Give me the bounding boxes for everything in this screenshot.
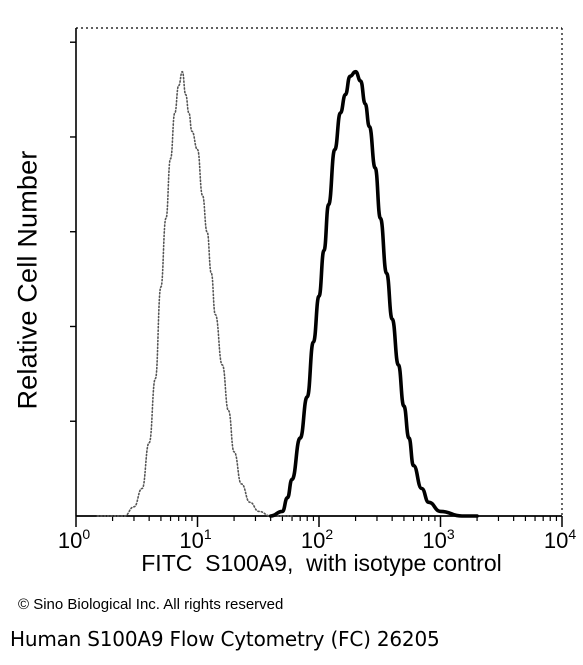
x-tick-label: 104 — [544, 526, 576, 553]
x-tick-label: 103 — [422, 526, 454, 553]
copyright-notice: © Sino Biological Inc. All rights reserv… — [18, 596, 284, 613]
x-axis-label: FITC S100A9, with isotype control — [141, 550, 502, 576]
x-tick-label: 102 — [301, 526, 333, 553]
x-tick-label: 101 — [179, 526, 211, 553]
isotype-control-histogram-line — [96, 70, 293, 517]
figure-caption: Human S100A9 Flow Cytometry (FC) 26205 — [10, 627, 440, 651]
flow-cytometry-histogram: 100 101 102 103 104 — [58, 27, 576, 553]
y-axis-label: Relative Cell Number — [12, 150, 43, 410]
x-tick-label: 100 — [58, 526, 90, 553]
s100a9-histogram-line — [268, 69, 479, 518]
